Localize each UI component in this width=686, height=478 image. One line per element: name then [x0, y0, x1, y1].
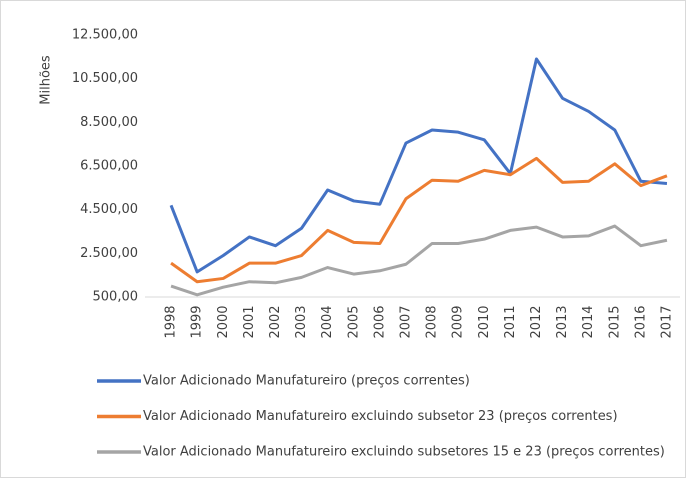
x-tick-label: 2002	[268, 305, 283, 338]
legend-label: Valor Adicionado Manufatureiro excluindo…	[143, 445, 665, 460]
x-tick-label: 2012	[529, 305, 544, 338]
x-tick-label: 2001	[242, 305, 257, 338]
x-tick-label: 2015	[607, 305, 622, 338]
x-tick-label: 2013	[555, 305, 570, 338]
x-tick-label: 2000	[216, 305, 231, 338]
x-tick-label: 2011	[503, 305, 518, 338]
x-tick-label: 2007	[398, 305, 413, 338]
x-tick-label: 2003	[294, 305, 309, 338]
y-tick-label: 10.500,00	[72, 71, 138, 86]
x-tick-label: 2008	[425, 305, 440, 338]
y-axis-label: Milhões	[39, 55, 54, 105]
x-tick-label: 2010	[477, 305, 492, 338]
legend-label: Valor Adicionado Manufatureiro (preços c…	[143, 374, 470, 389]
x-tick-label: 2016	[633, 305, 648, 338]
x-tick-label: 2017	[659, 305, 674, 338]
x-tick-label: 2004	[320, 305, 335, 338]
y-tick-label: 8.500,00	[80, 115, 138, 130]
series-line	[170, 224, 668, 297]
x-tick-label: 2014	[581, 305, 596, 338]
x-tick-label: 1999	[190, 305, 205, 338]
series-line	[170, 156, 668, 284]
y-tick-label: 4.500,00	[80, 202, 138, 217]
x-tick-label: 2005	[346, 305, 361, 338]
x-tick-label: 2006	[372, 305, 387, 338]
y-tick-label: 2.500,00	[80, 246, 138, 261]
legend-label: Valor Adicionado Manufatureiro excluindo…	[143, 409, 618, 424]
series-line	[169, 57, 668, 274]
y-tick-label: 500,00	[93, 290, 139, 305]
y-tick-label: 6.500,00	[80, 159, 138, 174]
x-tick-label: 1998	[164, 305, 179, 338]
y-tick-label: 12.500,00	[72, 28, 138, 43]
x-tick-label: 2009	[451, 305, 466, 338]
